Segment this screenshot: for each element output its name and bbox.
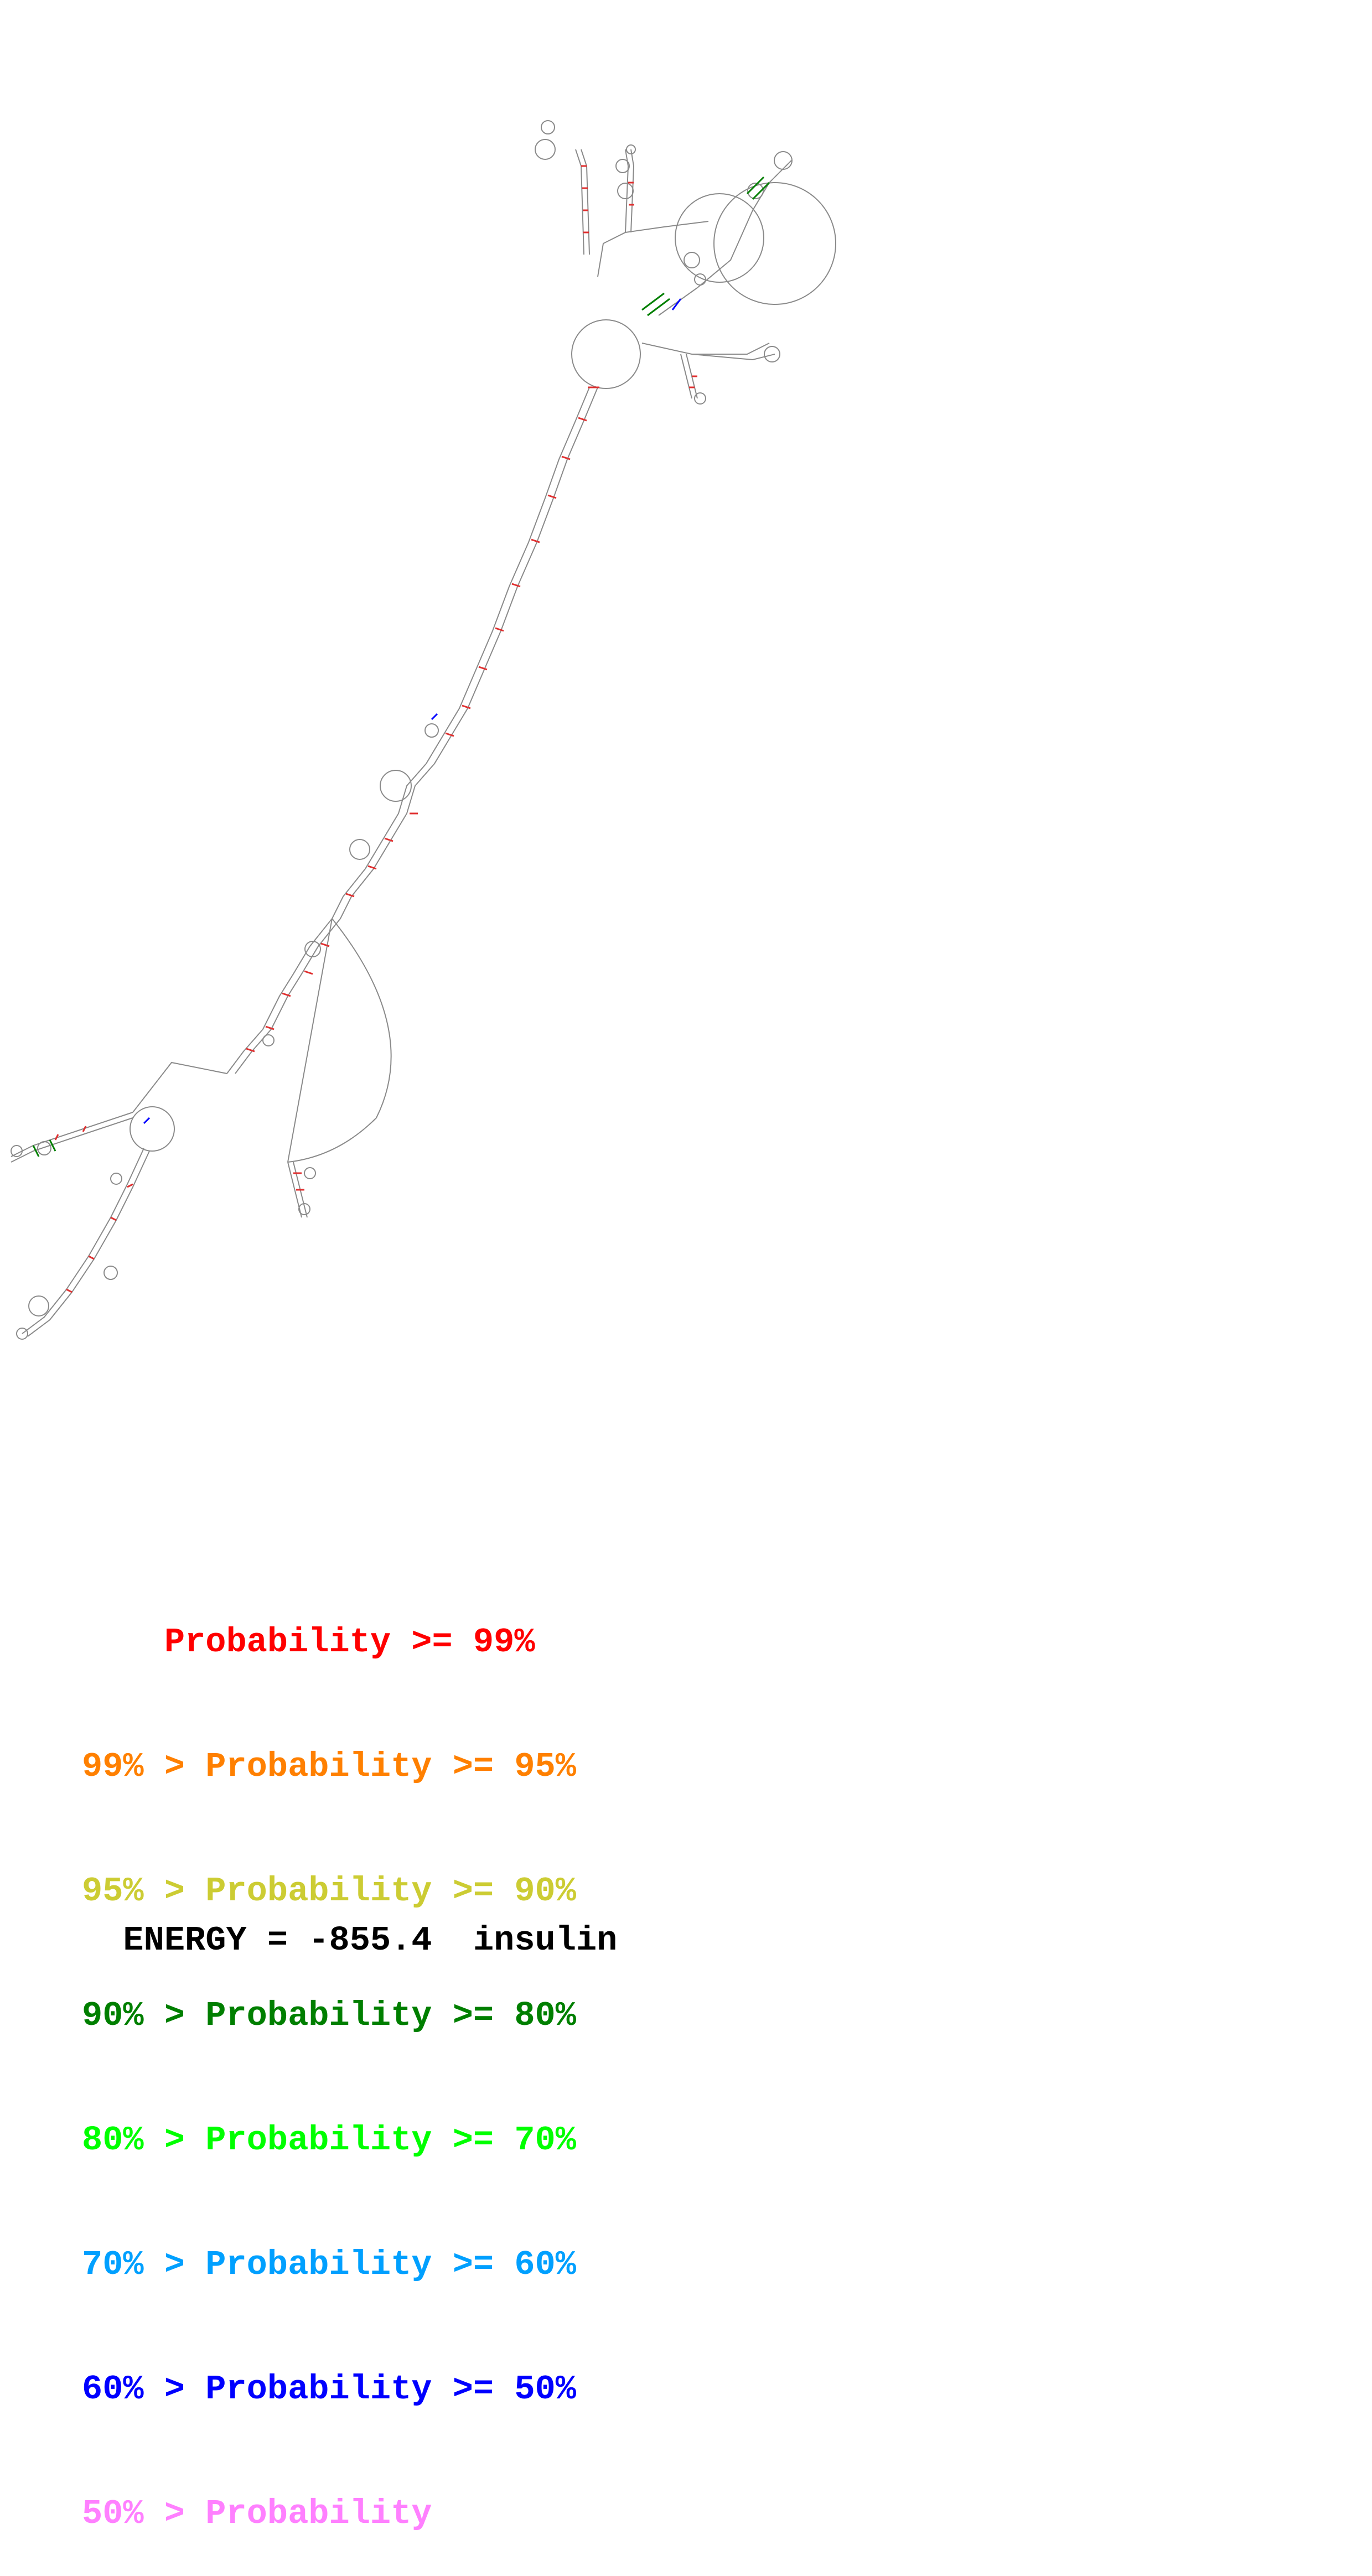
legend-prefix: 60% > <box>82 2370 206 2409</box>
legend-prefix: 80% > <box>82 2121 206 2160</box>
rna-secondary-structure-diagram <box>11 120 836 1340</box>
energy-line: ENERGY = -855.4 insulin <box>82 1882 617 1960</box>
backbone-main-stem <box>226 387 590 1074</box>
sequence-name: insulin <box>473 1921 618 1960</box>
probability-legend: Probability >= 99% 99% > Probability >= … <box>82 1538 576 2576</box>
legend-prefix <box>82 1623 164 1662</box>
legend-row: 95% > Probability >= 90% <box>82 1870 576 1912</box>
legend-row: Probability >= 99% <box>82 1621 576 1663</box>
legend-row: 70% > Probability >= 60% <box>82 2244 576 2285</box>
legend-label: Probability >= 95% <box>205 1747 576 1786</box>
legend-label: Probability >= 80% <box>205 1996 576 2035</box>
legend-label: Probability <box>205 2494 432 2533</box>
legend-label: Probability >= 99% <box>164 1623 535 1662</box>
legend-prefix: 90% > <box>82 1996 206 2035</box>
legend-label: Probability >= 70% <box>205 2121 576 2160</box>
legend-row: 50% > Probability <box>82 2493 576 2534</box>
legend-prefix: 99% > <box>82 1747 206 1786</box>
legend-row: 80% > Probability >= 70% <box>82 2119 576 2161</box>
energy-value: ENERGY = -855.4 <box>123 1921 432 1960</box>
multiloop-upper <box>571 319 641 389</box>
legend-row: 99% > Probability >= 95% <box>82 1746 576 1787</box>
legend-prefix: 95% > <box>82 1872 206 1911</box>
legend-prefix: 50% > <box>82 2494 206 2533</box>
legend-label: Probability >= 60% <box>205 2245 576 2284</box>
legend-label: Probability >= 90% <box>205 1872 576 1911</box>
legend-prefix: 70% > <box>82 2245 206 2284</box>
legend-row: 60% > Probability >= 50% <box>82 2368 576 2410</box>
legend-row: 90% > Probability >= 80% <box>82 1995 576 2036</box>
legend-label: Probability >= 50% <box>205 2370 576 2409</box>
